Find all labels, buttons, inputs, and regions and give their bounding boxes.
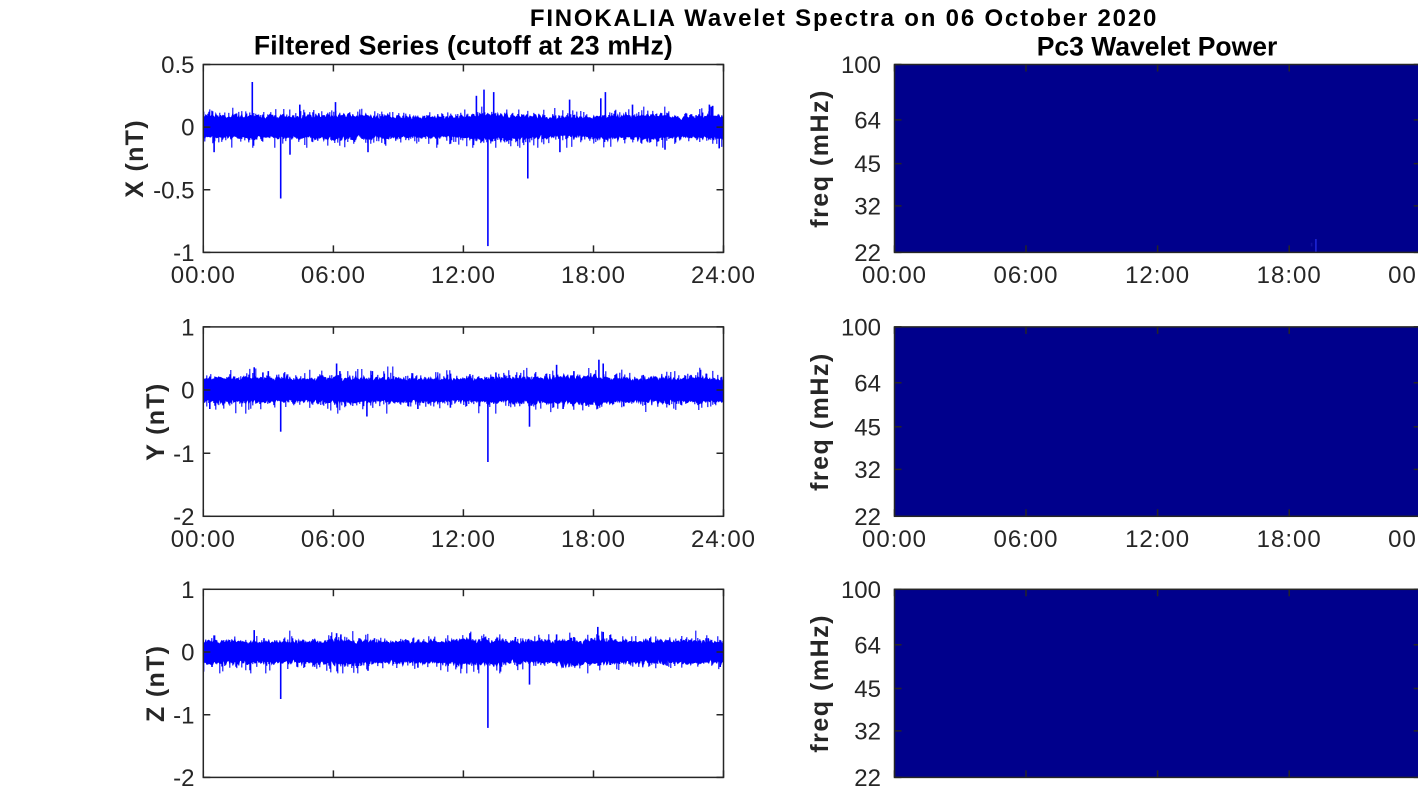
svg-text:100: 100 (841, 52, 881, 79)
svg-text:FINOKALIA Wavelet Spectra on 0: FINOKALIA Wavelet Spectra on 06 October … (530, 5, 1158, 32)
svg-text:06:00: 06:00 (993, 526, 1058, 553)
svg-text:18:00: 18:00 (561, 526, 626, 553)
svg-text:Pc3 Wavelet Power: Pc3 Wavelet Power (1037, 32, 1278, 62)
svg-text:22: 22 (854, 240, 881, 267)
svg-text:00:00: 00:00 (862, 526, 927, 553)
svg-text:Y (nT): Y (nT) (142, 383, 170, 461)
svg-text:32: 32 (854, 719, 881, 746)
svg-text:1: 1 (181, 315, 194, 342)
svg-text:100: 100 (841, 315, 881, 342)
svg-text:64: 64 (854, 632, 881, 659)
svg-text:45: 45 (854, 151, 881, 178)
svg-text:18:00: 18:00 (1257, 526, 1322, 553)
svg-text:45: 45 (854, 414, 881, 441)
svg-text:freq (mHz): freq (mHz) (806, 89, 834, 228)
svg-text:00:00: 00:00 (862, 262, 927, 289)
svg-text:Z (nT): Z (nT) (142, 645, 170, 722)
svg-text:18:00: 18:00 (1257, 262, 1322, 289)
svg-text:0.5: 0.5 (161, 52, 194, 79)
svg-text:24:00: 24:00 (691, 262, 756, 289)
svg-text:12:00: 12:00 (431, 526, 496, 553)
svg-text:-0.5: -0.5 (153, 177, 194, 204)
svg-text:-1: -1 (173, 240, 194, 267)
svg-text:22: 22 (854, 765, 881, 788)
svg-text:22: 22 (854, 504, 881, 531)
svg-text:12:00: 12:00 (431, 262, 496, 289)
svg-text:100: 100 (841, 577, 881, 604)
svg-text:freq (mHz): freq (mHz) (806, 352, 834, 491)
svg-text:-2: -2 (173, 504, 194, 531)
svg-text:12:00: 12:00 (1125, 262, 1190, 289)
svg-text:06:00: 06:00 (301, 526, 366, 553)
svg-text:-1: -1 (173, 441, 194, 468)
svg-text:freq (mHz): freq (mHz) (806, 614, 834, 753)
svg-text:X (nT): X (nT) (121, 119, 149, 198)
svg-text:Filtered Series (cutoff at 23: Filtered Series (cutoff at 23 mHz) (254, 30, 673, 60)
svg-text:18:00: 18:00 (561, 262, 626, 289)
svg-text:06:00: 06:00 (993, 262, 1058, 289)
svg-text:-2: -2 (173, 765, 194, 788)
svg-text:1: 1 (181, 577, 194, 604)
svg-text:0: 0 (181, 115, 194, 142)
svg-text:00:00: 00:00 (1388, 526, 1418, 553)
svg-text:00:00: 00:00 (171, 526, 236, 553)
svg-text:00:00: 00:00 (171, 262, 236, 289)
svg-text:64: 64 (854, 108, 881, 135)
svg-text:64: 64 (854, 370, 881, 397)
svg-text:12:00: 12:00 (1125, 526, 1190, 553)
svg-text:00:00: 00:00 (1388, 262, 1418, 289)
svg-text:-1: -1 (173, 702, 194, 729)
svg-text:32: 32 (854, 457, 881, 484)
svg-text:0: 0 (181, 378, 194, 405)
svg-text:32: 32 (854, 194, 881, 221)
svg-text:06:00: 06:00 (301, 262, 366, 289)
svg-text:0: 0 (181, 640, 194, 667)
svg-text:45: 45 (854, 676, 881, 703)
svg-text:24:00: 24:00 (691, 526, 756, 553)
